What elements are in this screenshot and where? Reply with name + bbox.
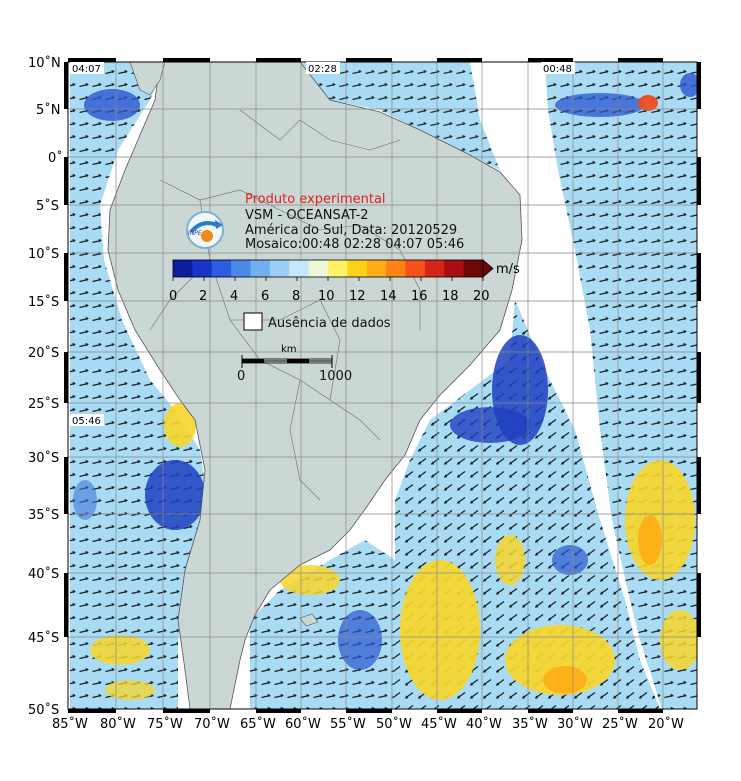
colorbar-segment	[250, 260, 271, 277]
lon-label: 85˚W	[52, 716, 88, 732]
pass-time-label: 00:48	[543, 64, 572, 75]
north-coast-swath	[300, 62, 500, 170]
scale-end: 1000	[319, 369, 352, 384]
svg-text:INPE: INPE	[188, 230, 202, 237]
lat-label: 15˚S	[28, 294, 59, 310]
central-america-land	[129, 62, 166, 96]
falkland-islands	[299, 613, 319, 627]
colorbar-segment	[308, 260, 329, 277]
colorbar-segment	[386, 260, 407, 277]
lon-label: 65˚W	[240, 716, 276, 732]
scale-unit: km	[281, 344, 297, 355]
colorbar-tick-label: 16	[411, 289, 428, 304]
colorbar-segment	[289, 260, 310, 277]
lon-label: 25˚W	[602, 716, 638, 732]
info-line-2: América do Sul, Data: 20120529	[245, 223, 457, 238]
colorbar-segment	[192, 260, 213, 277]
pass-time-labels: 04:07 02:28 00:48 05:46	[70, 62, 575, 427]
colorbar-segment	[211, 260, 232, 277]
colorbar-tick-label: 18	[442, 289, 459, 304]
longitude-labels: 85˚W 80˚W 75˚W 70˚W 65˚W 60˚W 55˚W 50˚W …	[52, 716, 684, 732]
info-title: Produto experimental	[245, 192, 386, 207]
scale-start: 0	[237, 369, 245, 384]
colorbar-tick-label: 4	[230, 289, 238, 304]
inpe-logo: INPE	[186, 211, 224, 249]
lat-label: 5˚N	[36, 102, 61, 118]
lat-label: 10˚N	[28, 55, 61, 71]
lat-label: 40˚S	[28, 566, 59, 582]
colorbar-segment	[424, 260, 445, 277]
graticule	[68, 62, 697, 709]
latitude-labels: 10˚N 5˚N 0˚ 5˚S 10˚S 15˚S 20˚S 25˚S 30˚S…	[28, 55, 63, 718]
lon-label: 40˚W	[466, 716, 502, 732]
lon-label: 80˚W	[100, 716, 136, 732]
lon-label: 30˚W	[557, 716, 593, 732]
colorbar-segment	[231, 260, 252, 277]
colorbar-tick-label: 0	[169, 289, 177, 304]
atlantic-swath	[545, 62, 697, 709]
lon-label: 45˚W	[421, 716, 457, 732]
colorbar-segment	[328, 260, 348, 277]
colorbar-unit: m/s	[496, 262, 520, 277]
pass-time-label: 05:46	[72, 416, 101, 427]
lat-label: 5˚S	[36, 198, 59, 214]
lon-label: 55˚W	[330, 716, 366, 732]
pass-time-label: 04:07	[72, 64, 101, 75]
colorbar-segment	[366, 260, 387, 277]
lat-label: 50˚S	[28, 702, 59, 718]
lat-label: 45˚S	[28, 630, 59, 646]
lat-label: 10˚S	[28, 246, 59, 262]
colorbar-segment	[444, 260, 465, 277]
lat-label: 35˚S	[28, 507, 59, 523]
info-line-1: VSM - OCEANSAT-2	[245, 208, 369, 223]
lon-label: 60˚W	[285, 716, 321, 732]
lat-label: 20˚S	[28, 345, 59, 361]
info-line-3: Mosaico:00:48 02:28 04:07 05:46	[245, 237, 464, 252]
colorbar-segment	[405, 260, 426, 277]
colorbar-segment	[463, 260, 484, 277]
colorbar-tick-label: 2	[199, 289, 207, 304]
no-data-label: Ausência de dados	[268, 316, 391, 331]
colorbar-tick-label: 20	[473, 289, 490, 304]
lat-label: 30˚S	[28, 450, 59, 466]
colorbar-tick-label: 8	[292, 289, 300, 304]
lon-label: 50˚W	[376, 716, 412, 732]
colorbar-segment	[269, 260, 290, 277]
argentina-swath	[250, 540, 395, 709]
lon-label: 35˚W	[512, 716, 548, 732]
colorbar-ticks: 0 2 4 6 8 10 12 14 16 18 20	[169, 289, 490, 304]
colorbar-segment	[347, 260, 368, 277]
colorbar-tick-label: 14	[380, 289, 397, 304]
lon-label: 75˚W	[147, 716, 183, 732]
lon-label: 70˚W	[194, 716, 230, 732]
no-data-swatch	[243, 312, 263, 331]
scale-bar	[241, 355, 333, 368]
lat-label: 0˚	[48, 150, 63, 166]
colorbar-segment	[173, 260, 193, 277]
pacific-swath	[70, 62, 210, 709]
colorbar-tick-label: 6	[261, 289, 269, 304]
lon-label: 20˚W	[648, 716, 684, 732]
colorbar	[172, 259, 494, 281]
frame-ticks	[64, 58, 701, 713]
pass-time-label: 02:28	[308, 64, 337, 75]
lat-label: 25˚S	[28, 396, 59, 412]
colorbar-tick-label: 10	[318, 289, 335, 304]
colorbar-tick-label: 12	[349, 289, 366, 304]
south-atlantic-swath	[395, 300, 660, 709]
